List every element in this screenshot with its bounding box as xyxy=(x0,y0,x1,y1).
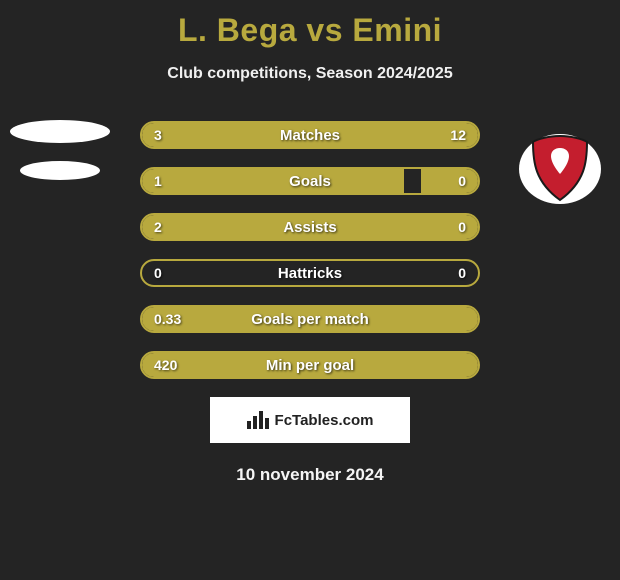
left-player-avatar xyxy=(10,120,110,180)
stat-value-right: 0 xyxy=(458,261,466,285)
stat-label: Goals per match xyxy=(142,307,478,331)
stat-label: Min per goal xyxy=(142,353,478,377)
attribution-badge: FcTables.com xyxy=(210,397,410,443)
stat-row-matches: 3 Matches 12 xyxy=(140,121,480,149)
stat-row-goals: 1 Goals 0 xyxy=(140,167,480,195)
stat-row-hattricks: 0 Hattricks 0 xyxy=(140,259,480,287)
subtitle: Club competitions, Season 2024/2025 xyxy=(0,65,620,83)
page-title: L. Bega vs Emini xyxy=(0,0,620,49)
stat-value-right: 12 xyxy=(450,123,466,147)
stat-value-right: 0 xyxy=(458,215,466,239)
shield-icon xyxy=(529,134,591,204)
bars-icon xyxy=(247,411,269,429)
attribution-text: FcTables.com xyxy=(275,412,374,429)
stat-label: Hattricks xyxy=(142,261,478,285)
stats-container: 3 Matches 12 1 Goals 0 2 Assists 0 0 Hat… xyxy=(140,121,480,379)
snapshot-date: 10 november 2024 xyxy=(0,465,620,485)
stat-row-goals-per-match: 0.33 Goals per match xyxy=(140,305,480,333)
right-player-avatar xyxy=(510,116,610,176)
stat-label: Goals xyxy=(142,169,478,193)
club-badge xyxy=(519,134,601,204)
stat-label: Assists xyxy=(142,215,478,239)
avatar-ellipse-icon xyxy=(20,161,100,180)
stat-row-assists: 2 Assists 0 xyxy=(140,213,480,241)
stat-value-right: 0 xyxy=(458,169,466,193)
avatar-ellipse-icon xyxy=(10,120,110,143)
stat-label: Matches xyxy=(142,123,478,147)
stat-row-min-per-goal: 420 Min per goal xyxy=(140,351,480,379)
